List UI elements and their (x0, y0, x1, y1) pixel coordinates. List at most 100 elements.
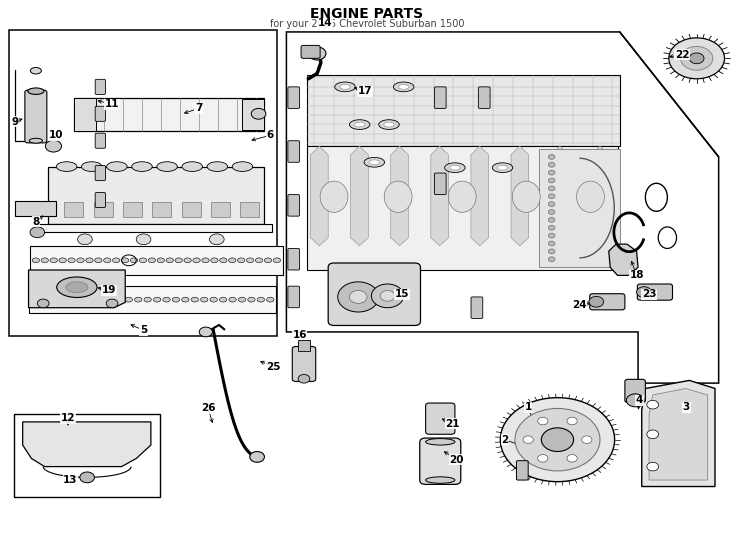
Ellipse shape (131, 162, 152, 171)
FancyBboxPatch shape (435, 173, 446, 194)
Circle shape (349, 291, 367, 303)
Ellipse shape (153, 297, 161, 302)
Text: 10: 10 (48, 130, 63, 140)
FancyBboxPatch shape (625, 379, 645, 402)
Ellipse shape (399, 84, 409, 89)
Circle shape (542, 428, 573, 451)
Ellipse shape (320, 181, 348, 212)
FancyBboxPatch shape (479, 87, 490, 109)
Bar (211, 202, 230, 217)
Text: 24: 24 (572, 300, 586, 310)
Ellipse shape (426, 438, 455, 445)
Text: 1: 1 (525, 402, 532, 413)
Ellipse shape (238, 258, 245, 263)
Polygon shape (351, 146, 368, 246)
Ellipse shape (31, 297, 38, 302)
Polygon shape (551, 146, 569, 246)
Ellipse shape (548, 178, 555, 183)
Ellipse shape (228, 258, 236, 263)
Ellipse shape (548, 194, 555, 199)
Polygon shape (74, 98, 264, 131)
Text: ENGINE PARTS: ENGINE PARTS (310, 7, 424, 21)
Ellipse shape (200, 297, 208, 302)
Ellipse shape (355, 122, 365, 127)
Ellipse shape (66, 282, 88, 293)
Circle shape (647, 462, 658, 471)
Ellipse shape (273, 258, 280, 263)
Ellipse shape (28, 88, 44, 94)
Ellipse shape (450, 165, 460, 170)
Text: 17: 17 (357, 86, 372, 96)
Ellipse shape (157, 162, 178, 171)
Text: 13: 13 (63, 475, 78, 485)
Ellipse shape (86, 258, 93, 263)
FancyBboxPatch shape (292, 347, 316, 381)
Ellipse shape (512, 181, 540, 212)
Ellipse shape (548, 257, 555, 262)
Circle shape (250, 451, 264, 462)
Ellipse shape (257, 297, 264, 302)
Polygon shape (15, 201, 56, 216)
Ellipse shape (103, 258, 111, 263)
Ellipse shape (139, 258, 147, 263)
Ellipse shape (548, 218, 555, 222)
Circle shape (371, 284, 404, 308)
Bar (65, 202, 84, 217)
Circle shape (669, 38, 724, 79)
Bar (307, 146, 618, 270)
Bar (123, 202, 142, 217)
Ellipse shape (247, 258, 254, 263)
Ellipse shape (29, 138, 43, 143)
Ellipse shape (148, 258, 156, 263)
Text: 19: 19 (102, 286, 116, 295)
Ellipse shape (548, 241, 555, 246)
Ellipse shape (211, 258, 218, 263)
Ellipse shape (57, 277, 97, 298)
Ellipse shape (106, 162, 127, 171)
Bar (298, 340, 310, 351)
FancyBboxPatch shape (288, 194, 299, 216)
Circle shape (515, 408, 600, 471)
Ellipse shape (445, 163, 465, 172)
Text: 4: 4 (636, 395, 643, 406)
Ellipse shape (548, 225, 555, 230)
FancyBboxPatch shape (95, 106, 106, 122)
Text: 26: 26 (201, 403, 215, 414)
FancyBboxPatch shape (288, 141, 299, 163)
Ellipse shape (97, 297, 104, 302)
Ellipse shape (59, 258, 66, 263)
Ellipse shape (229, 297, 236, 302)
Ellipse shape (134, 297, 142, 302)
Polygon shape (286, 32, 719, 383)
Circle shape (80, 472, 95, 483)
Ellipse shape (41, 258, 48, 263)
Circle shape (380, 291, 395, 301)
Ellipse shape (193, 258, 200, 263)
Circle shape (589, 296, 603, 307)
Text: 25: 25 (266, 362, 280, 372)
Polygon shape (431, 146, 448, 246)
Ellipse shape (32, 258, 40, 263)
Ellipse shape (172, 297, 180, 302)
Ellipse shape (30, 68, 41, 74)
Text: 15: 15 (395, 289, 410, 299)
Ellipse shape (131, 258, 138, 263)
Ellipse shape (81, 162, 102, 171)
Ellipse shape (548, 233, 555, 238)
Circle shape (308, 47, 326, 60)
Polygon shape (591, 146, 608, 246)
Circle shape (626, 394, 644, 407)
Ellipse shape (335, 82, 355, 92)
FancyBboxPatch shape (471, 297, 483, 319)
Ellipse shape (548, 163, 555, 167)
Circle shape (298, 375, 310, 383)
Ellipse shape (219, 258, 227, 263)
Text: 7: 7 (195, 104, 202, 113)
Ellipse shape (548, 210, 555, 214)
Ellipse shape (163, 297, 170, 302)
Ellipse shape (384, 122, 394, 127)
Ellipse shape (426, 477, 455, 483)
Ellipse shape (77, 258, 84, 263)
Ellipse shape (210, 297, 217, 302)
FancyBboxPatch shape (288, 87, 299, 109)
